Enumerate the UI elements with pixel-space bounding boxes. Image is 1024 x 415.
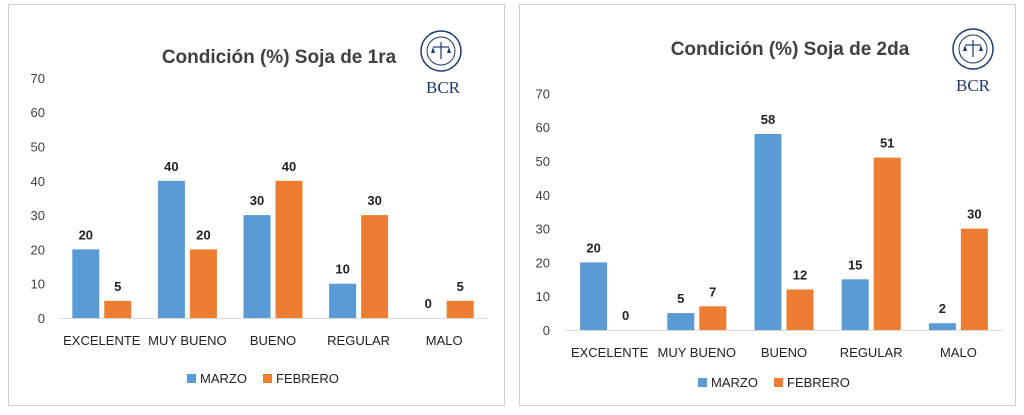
chart-panel-2da: Condición (%) Soja de 2da BCR 0 10 20 30 40 50 6…	[519, 4, 1016, 406]
logo-seal-inner-ring	[426, 36, 456, 66]
bar-febrero-muy-bueno	[189, 249, 217, 318]
bar-marzo-malo	[928, 323, 956, 330]
data-label-febrero: 51	[880, 136, 894, 151]
y-tick-label: 10	[31, 277, 45, 292]
data-label-febrero: 0	[622, 308, 629, 323]
bar-febrero-muy-bueno	[699, 306, 727, 330]
legend-swatch-marzo	[698, 378, 707, 387]
data-label-marzo: 20	[586, 240, 600, 255]
bcr-logo: BCR	[952, 28, 994, 95]
chart-title: Condición (%) Soja de 2da	[671, 39, 910, 60]
category-label: EXCELENTE	[571, 345, 649, 360]
y-tick-label: 60	[31, 105, 45, 120]
bar-febrero-bueno	[786, 289, 814, 330]
bar-marzo-excelente	[580, 262, 608, 330]
bar-febrero-malo	[446, 300, 474, 318]
bar-marzo-muy-bueno	[157, 180, 185, 318]
logo-seal-outer-ring	[420, 30, 462, 72]
data-label-febrero: 5	[114, 279, 121, 294]
y-tick-label: 60	[536, 120, 550, 135]
bar-marzo-regular	[329, 283, 357, 318]
data-label-marzo: 10	[335, 262, 349, 277]
category-label: EXCELENTE	[63, 333, 141, 348]
data-label-marzo: 58	[761, 112, 775, 127]
data-label-marzo: 2	[939, 301, 946, 316]
data-label-febrero: 12	[793, 267, 807, 282]
y-tick-label: 40	[31, 174, 45, 189]
bcr-logo-text: BCR	[426, 78, 461, 97]
y-tick-label: 50	[536, 154, 550, 169]
y-tick-label: 0	[38, 311, 45, 326]
bar-marzo-muy-bueno	[667, 313, 695, 330]
bar-febrero-regular	[361, 215, 389, 318]
y-tick-label: 70	[31, 71, 45, 86]
data-label-marzo: 30	[250, 193, 264, 208]
category-label: MUY BUENO	[658, 345, 737, 360]
y-tick-label: 50	[31, 140, 45, 155]
category-label: REGULAR	[840, 345, 903, 360]
data-label-febrero: 7	[709, 284, 716, 299]
y-tick-label: 40	[536, 188, 550, 203]
bar-marzo-excelente	[72, 249, 100, 318]
chart-soja-1ra: Condición (%) Soja de 1raBCR010203040506…	[31, 30, 487, 386]
bcr-logo: BCR	[420, 30, 462, 97]
bar-marzo-regular	[841, 279, 869, 330]
data-label-marzo: 15	[848, 257, 862, 272]
bar-febrero-bueno	[275, 180, 303, 318]
data-label-febrero: 30	[967, 207, 981, 222]
chart-soja-2da: Condición (%) Soja de 2daBCR010203040506…	[536, 28, 1002, 390]
legend-label-febrero: FEBRERO	[276, 371, 339, 386]
bar-febrero-excelente	[104, 300, 132, 318]
logo-seal-scale-pans	[431, 47, 451, 53]
category-label: BUENO	[250, 333, 296, 348]
bar-febrero-regular	[873, 157, 901, 330]
category-label: MALO	[426, 333, 463, 348]
logo-seal-inner-ring	[958, 34, 988, 64]
category-label: BUENO	[761, 345, 807, 360]
legend-label-febrero: FEBRERO	[787, 375, 850, 390]
logo-seal-scale-pans	[963, 45, 983, 51]
y-tick-label: 70	[536, 86, 550, 101]
y-tick-label: 20	[536, 255, 550, 270]
category-label: MUY BUENO	[148, 333, 227, 348]
logo-seal-outer-ring	[952, 28, 994, 70]
bar-febrero-malo	[960, 228, 988, 330]
data-label-marzo: 0	[425, 296, 432, 311]
data-label-febrero: 40	[282, 159, 296, 174]
bcr-logo-text: BCR	[956, 76, 991, 95]
y-tick-label: 30	[536, 222, 550, 237]
legend-swatch-febrero	[774, 378, 783, 387]
data-label-febrero: 30	[367, 193, 381, 208]
bar-marzo-bueno	[243, 215, 271, 318]
data-label-febrero: 20	[196, 227, 210, 242]
legend-swatch-marzo	[187, 374, 196, 383]
category-label: REGULAR	[327, 333, 390, 348]
legend-label-marzo: MARZO	[200, 371, 247, 386]
chart-title: Condición (%) Soja de 1ra	[162, 47, 397, 68]
y-tick-label: 30	[31, 208, 45, 223]
legend: MARZO FEBRERO	[187, 371, 339, 386]
data-label-marzo: 40	[164, 159, 178, 174]
y-tick-label: 10	[536, 289, 550, 304]
legend-swatch-febrero	[263, 374, 272, 383]
data-label-marzo: 20	[79, 227, 93, 242]
y-tick-label: 20	[31, 242, 45, 257]
category-label: MALO	[940, 345, 977, 360]
data-label-febrero: 5	[457, 279, 464, 294]
bar-marzo-bueno	[754, 133, 782, 330]
legend-label-marzo: MARZO	[711, 375, 758, 390]
data-label-marzo: 5	[677, 291, 684, 306]
y-tick-label: 0	[543, 323, 550, 338]
chart-panel-1ra: Condición (%) Soja de 1ra BCR 0 10 20 30 40 50 6…	[8, 4, 505, 406]
legend: MARZO FEBRERO	[698, 375, 850, 390]
